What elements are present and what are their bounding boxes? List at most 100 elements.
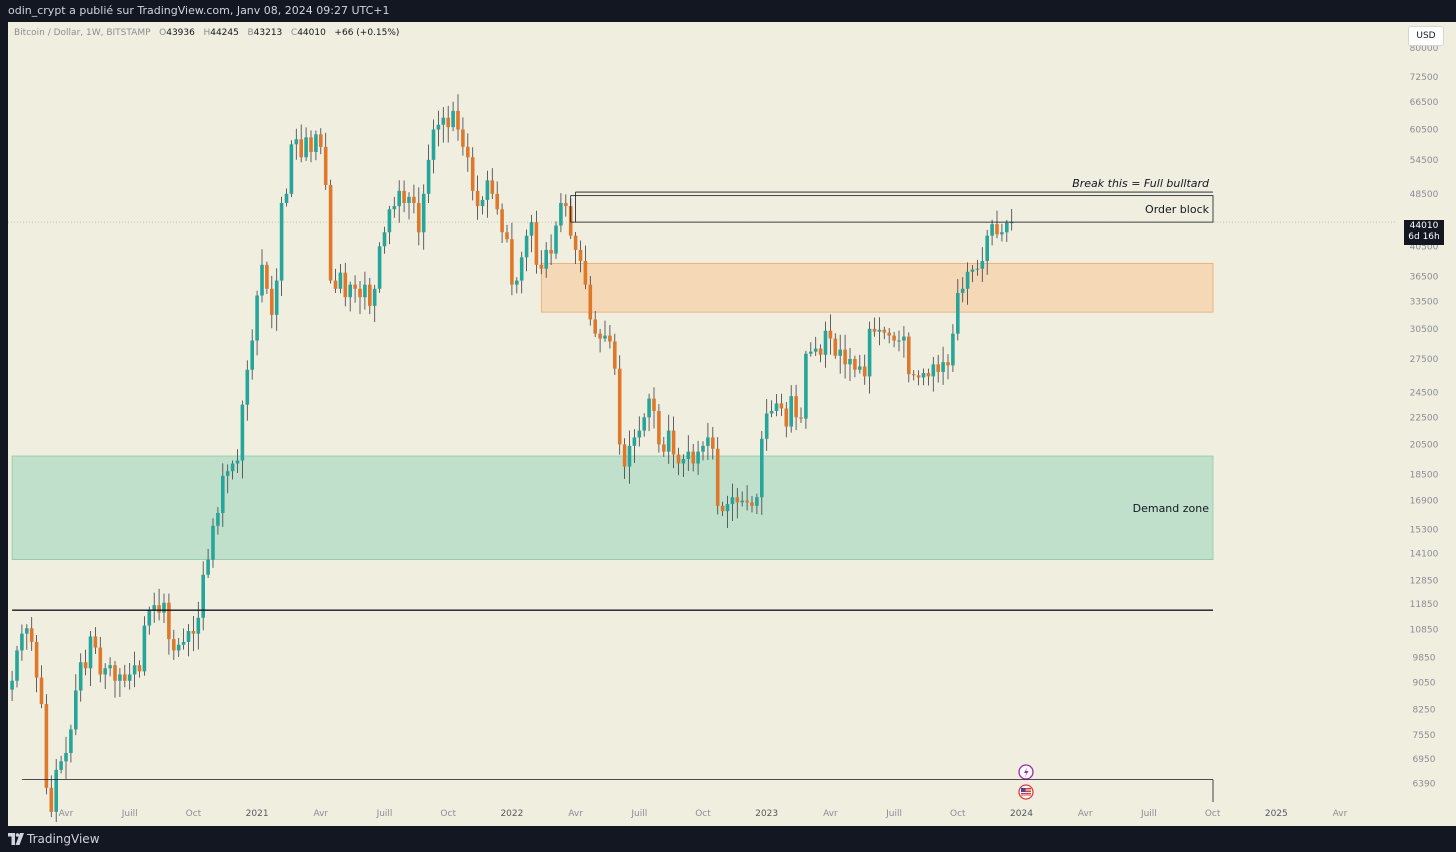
candle[interactable] — [951, 324, 955, 373]
candle[interactable] — [353, 275, 357, 303]
candle[interactable] — [828, 314, 833, 355]
candle[interactable] — [211, 518, 215, 568]
candle[interactable] — [270, 275, 274, 329]
candle[interactable] — [417, 187, 421, 246]
candle[interactable] — [372, 284, 377, 323]
candle[interactable] — [44, 694, 49, 795]
candle[interactable] — [328, 179, 333, 284]
candle[interactable] — [843, 334, 847, 379]
candle[interactable] — [745, 485, 749, 511]
candle[interactable] — [123, 664, 127, 688]
candle[interactable] — [887, 328, 891, 344]
candle[interactable] — [284, 188, 289, 207]
candle[interactable] — [715, 437, 720, 515]
candle[interactable] — [64, 736, 68, 779]
candle[interactable] — [965, 262, 970, 305]
candle[interactable] — [764, 399, 769, 451]
candle[interactable] — [74, 674, 78, 736]
candle[interactable] — [877, 317, 882, 346]
candle[interactable] — [544, 242, 548, 278]
candle[interactable] — [137, 660, 142, 678]
candle[interactable] — [343, 262, 348, 307]
candle[interactable] — [608, 325, 612, 349]
currency-button[interactable]: USD — [1408, 26, 1444, 46]
candle[interactable] — [10, 670, 14, 701]
candle[interactable] — [314, 130, 318, 161]
candle[interactable] — [132, 651, 137, 688]
candle[interactable] — [862, 354, 867, 385]
candle[interactable] — [760, 430, 764, 515]
candle[interactable] — [412, 184, 416, 214]
candle[interactable] — [260, 249, 264, 303]
candle[interactable] — [642, 413, 646, 437]
candle[interactable] — [485, 170, 490, 218]
candle[interactable] — [274, 268, 279, 331]
candle[interactable] — [475, 175, 480, 220]
candle[interactable] — [519, 251, 524, 294]
candle[interactable] — [255, 290, 259, 356]
candle[interactable] — [201, 561, 205, 631]
candle[interactable] — [15, 645, 19, 688]
candle[interactable] — [554, 221, 558, 259]
candle[interactable] — [936, 354, 940, 383]
candle[interactable] — [515, 277, 519, 294]
candle[interactable] — [735, 487, 740, 519]
candle[interactable] — [907, 332, 911, 383]
candle[interactable] — [358, 281, 362, 315]
candle[interactable] — [573, 231, 578, 264]
candle[interactable] — [426, 144, 431, 203]
candle[interactable] — [985, 229, 989, 275]
candle[interactable] — [740, 491, 744, 507]
candle[interactable] — [407, 192, 411, 220]
candle[interactable] — [882, 326, 887, 340]
candle[interactable] — [534, 210, 539, 274]
orange-zone-zone[interactable] — [540, 262, 1214, 313]
candle[interactable] — [83, 649, 88, 676]
candle[interactable] — [867, 321, 872, 394]
candle[interactable] — [813, 336, 818, 357]
candle[interactable] — [823, 321, 828, 368]
candle[interactable] — [603, 320, 607, 342]
candle[interactable] — [78, 653, 83, 702]
candle[interactable] — [34, 634, 39, 693]
candle[interactable] — [451, 101, 455, 132]
candle[interactable] — [804, 350, 808, 429]
candle[interactable] — [1009, 208, 1014, 231]
chart-pane[interactable]: Break this = Full bulltard Order block Dem… — [8, 22, 1456, 826]
candle[interactable] — [691, 443, 695, 472]
candle[interactable] — [245, 360, 250, 421]
candle[interactable] — [377, 242, 382, 293]
candle[interactable] — [911, 370, 916, 381]
candle[interactable] — [696, 440, 700, 475]
candle[interactable] — [529, 214, 534, 253]
candle[interactable] — [402, 180, 406, 213]
candle[interactable] — [387, 205, 392, 245]
candle[interactable] — [363, 271, 367, 310]
candle[interactable] — [39, 665, 44, 709]
candle[interactable] — [833, 333, 838, 359]
candle[interactable] — [368, 277, 372, 315]
candle[interactable] — [186, 624, 191, 657]
candle[interactable] — [980, 247, 985, 282]
candle[interactable] — [578, 240, 583, 273]
candle[interactable] — [613, 333, 617, 375]
us-flag-icon[interactable] — [1018, 784, 1034, 800]
candle[interactable] — [730, 483, 735, 521]
candle[interactable] — [152, 592, 156, 623]
candle[interactable] — [657, 404, 661, 453]
candle[interactable] — [235, 449, 240, 473]
candle[interactable] — [338, 263, 343, 294]
candle[interactable] — [181, 628, 186, 650]
candle[interactable] — [500, 203, 504, 244]
candle[interactable] — [809, 342, 813, 357]
candle[interactable] — [294, 128, 299, 160]
candle[interactable] — [750, 495, 754, 513]
candle[interactable] — [113, 661, 117, 698]
candle[interactable] — [59, 755, 63, 774]
candle[interactable] — [593, 310, 597, 338]
candle[interactable] — [671, 416, 676, 469]
candle[interactable] — [49, 775, 54, 818]
candle[interactable] — [397, 180, 401, 223]
candle[interactable] — [872, 317, 877, 337]
candle[interactable] — [956, 279, 960, 341]
